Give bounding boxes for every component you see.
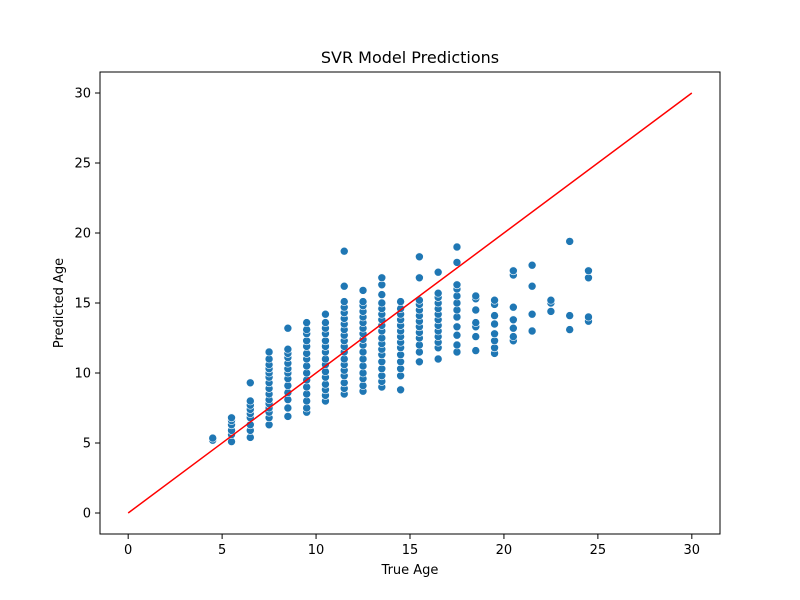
data-point — [321, 318, 330, 327]
data-point — [471, 346, 481, 355]
data-point — [471, 291, 481, 301]
data-point — [490, 319, 499, 329]
data-point — [377, 290, 387, 299]
y-tick-label: 20 — [74, 227, 91, 242]
data-point — [490, 329, 499, 339]
data-point — [527, 309, 537, 319]
data-point — [546, 295, 556, 305]
data-point — [433, 267, 443, 277]
x-tick-label: 25 — [590, 543, 607, 558]
chart-title: SVR Model Predictions — [321, 48, 499, 67]
data-point — [546, 307, 556, 316]
data-point — [509, 332, 518, 341]
data-point — [527, 326, 537, 336]
data-point — [246, 378, 255, 388]
data-point — [283, 344, 293, 354]
data-point — [283, 323, 293, 333]
data-point — [415, 252, 424, 262]
data-point — [584, 266, 593, 276]
data-point — [433, 288, 443, 298]
data-point — [452, 322, 462, 332]
y-tick-label: 10 — [74, 367, 91, 382]
data-point — [452, 242, 462, 252]
data-point — [377, 298, 387, 308]
reference-line — [127, 92, 693, 514]
x-tick-label: 30 — [684, 543, 701, 558]
data-point — [339, 246, 349, 256]
plot-area: 0 5 10 15 20 25 30 0 5 10 15 20 25 30 — [74, 71, 721, 558]
data-point — [527, 281, 537, 291]
data-point — [415, 273, 424, 283]
data-point — [339, 297, 349, 306]
data-point — [264, 347, 274, 357]
data-point — [227, 413, 236, 423]
data-point — [208, 433, 218, 443]
data-point — [471, 332, 481, 341]
data-point — [452, 258, 462, 267]
data-point — [565, 237, 575, 246]
y-tick-label: 15 — [74, 297, 91, 312]
data-point — [358, 286, 368, 295]
x-tick-label: 0 — [124, 543, 132, 558]
x-tick-label: 20 — [496, 543, 513, 558]
data-point — [283, 403, 293, 413]
data-point — [246, 396, 255, 406]
data-point — [358, 297, 368, 306]
data-point — [396, 385, 405, 395]
data-point — [509, 266, 518, 276]
data-point — [377, 273, 387, 283]
data-point — [321, 309, 330, 319]
data-point — [584, 312, 593, 322]
x-axis-label: True Age — [381, 563, 439, 578]
x-tick-label: 15 — [402, 543, 419, 558]
data-point — [509, 302, 518, 312]
x-tick-label: 5 — [218, 543, 226, 558]
y-tick-label: 30 — [74, 87, 91, 102]
y-tick-label: 25 — [74, 157, 91, 172]
data-point — [490, 311, 499, 320]
x-tick-label: 10 — [308, 543, 325, 558]
data-point — [452, 280, 462, 290]
data-point — [452, 330, 462, 340]
data-point — [490, 295, 499, 305]
data-point — [509, 315, 518, 325]
data-point — [283, 412, 293, 421]
data-point — [509, 323, 518, 333]
data-point — [471, 318, 481, 327]
data-point — [565, 325, 575, 334]
data-point — [527, 260, 537, 270]
y-tick-label: 5 — [83, 437, 91, 452]
y-tick-label: 0 — [83, 507, 91, 522]
data-point — [452, 340, 462, 350]
data-point — [471, 305, 481, 315]
data-point — [302, 318, 311, 327]
data-point — [339, 281, 349, 291]
data-point — [415, 357, 424, 367]
y-axis-label: Predicted Age — [52, 258, 67, 348]
data-point — [396, 297, 405, 306]
data-point — [565, 311, 575, 320]
data-point — [433, 354, 443, 364]
